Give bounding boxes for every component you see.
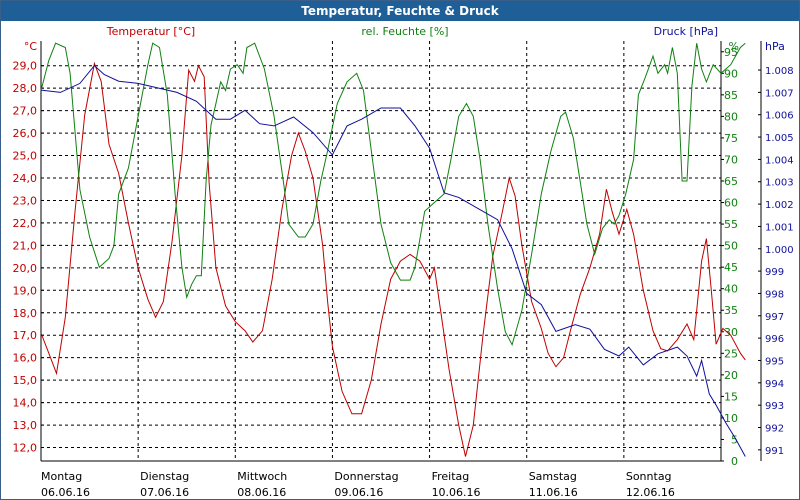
pressure-tick-label-12: 996 xyxy=(765,334,784,345)
day-date-3: 09.06.16 xyxy=(334,486,383,499)
day-date-2: 08.06.16 xyxy=(237,486,286,499)
pressure-tick-label-10: 998 xyxy=(765,289,784,300)
humidity-tick-label-15: 20 xyxy=(724,369,738,382)
temperature-tick-label-14: 15,0 xyxy=(13,374,38,387)
humidity-tick-label-6: 65 xyxy=(724,175,738,188)
humidity-tick-label-12: 35 xyxy=(724,304,738,317)
pressure-tick-label-1: 1.007 xyxy=(765,88,794,99)
temperature-tick-label-9: 20,0 xyxy=(13,262,38,275)
humidity-tick-label-2: 85 xyxy=(724,89,738,102)
humidity-tick-label-4: 75 xyxy=(724,132,738,145)
day-name-0: Montag xyxy=(41,470,82,483)
humidity-tick-label-7: 60 xyxy=(724,197,738,210)
temperature-tick-label-15: 14,0 xyxy=(13,397,38,410)
day-date-6: 12.06.16 xyxy=(626,486,675,499)
temperature-tick-label-10: 19,0 xyxy=(13,284,38,297)
pressure-tick-label-5: 1.003 xyxy=(765,178,794,189)
humidity-tick-label-13: 30 xyxy=(724,326,738,339)
pressure-tick-label-2: 1.006 xyxy=(765,111,794,122)
day-date-1: 07.06.16 xyxy=(140,486,189,499)
temperature-tick-label-7: 22,0 xyxy=(13,217,38,230)
humidity-tick-label-11: 40 xyxy=(724,283,738,296)
pressure-tick-label-9: 999 xyxy=(765,267,784,278)
window-title: Temperatur, Feuchte & Druck xyxy=(1,1,799,21)
temperature-tick-label-17: 12,0 xyxy=(13,442,38,455)
pressure-tick-label-7: 1.001 xyxy=(765,222,794,233)
day-date-0: 06.06.16 xyxy=(41,486,90,499)
temperature-tick-label-0: 29,0 xyxy=(13,60,38,73)
temperature-line xyxy=(40,61,746,457)
temperature-tick-label-13: 16,0 xyxy=(13,352,38,365)
humidity-tick-label-16: 15 xyxy=(724,390,738,403)
day-name-6: Sonntag xyxy=(626,470,672,483)
humidity-tick-label-10: 45 xyxy=(724,261,738,274)
day-name-3: Donnerstag xyxy=(334,470,398,483)
temperature-tick-label-5: 24,0 xyxy=(13,172,38,185)
temperature-legend: Temperatur [°C] xyxy=(106,25,195,38)
temperature-tick-label-6: 23,0 xyxy=(13,194,38,207)
day-labels: Montag 06.06.16 Dienstag 07.06.16 Mittwoch 08… xyxy=(41,470,675,499)
series-lines xyxy=(40,42,746,457)
humidity-legend: rel. Feuchte [%] xyxy=(361,25,448,38)
pressure-tick-label-6: 1.002 xyxy=(765,200,794,211)
humidity-tick-label-1: 90 xyxy=(724,67,738,80)
humidity-tick-label-18: 5 xyxy=(731,433,738,446)
grid xyxy=(41,41,721,461)
humidity-tick-label-0: 95 xyxy=(724,46,738,59)
temperature-tick-label-2: 27,0 xyxy=(13,105,38,118)
humidity-tick-label-14: 25 xyxy=(724,347,738,360)
humidity-tick-label-17: 10 xyxy=(724,412,738,425)
temperature-tick-label-4: 25,0 xyxy=(13,150,38,163)
pressure-tick-label-13: 995 xyxy=(765,356,784,367)
humidity-tick-label-5: 70 xyxy=(724,153,738,166)
temperature-tick-label-16: 13,0 xyxy=(13,419,38,432)
day-date-5: 11.06.16 xyxy=(529,486,578,499)
pressure-tick-label-0: 1.008 xyxy=(765,66,794,77)
pressure-tick-label-4: 1.004 xyxy=(765,155,794,166)
day-name-4: Freitag xyxy=(432,470,470,483)
pressure-tick-label-16: 992 xyxy=(765,423,784,434)
temperature-tick-label-8: 21,0 xyxy=(13,239,38,252)
pressure-legend: Druck [hPa] xyxy=(654,25,718,38)
pressure-tick-label-15: 993 xyxy=(765,401,784,412)
humidity-tick-label-3: 80 xyxy=(724,110,738,123)
humidity-tick-label-19: 0 xyxy=(731,455,738,468)
temperature-tick-label-12: 17,0 xyxy=(13,329,38,342)
day-date-4: 10.06.16 xyxy=(432,486,481,499)
pressure-unit: hPa xyxy=(765,40,785,53)
pressure-tick-label-3: 1.005 xyxy=(765,133,794,144)
day-name-2: Mittwoch xyxy=(237,470,287,483)
tick-labels: 29,0 28,0 27,0 26,0 25,0 24,0 23,0 22,0 21,0 20,0… xyxy=(13,46,794,468)
temperature-tick-label-3: 26,0 xyxy=(13,127,38,140)
pressure-tick-label-11: 997 xyxy=(765,312,784,323)
humidity-unit: % xyxy=(729,40,739,53)
pressure-tick-label-14: 994 xyxy=(765,379,784,390)
day-name-1: Dienstag xyxy=(140,470,189,483)
pressure-line xyxy=(40,64,746,457)
day-name-5: Samstag xyxy=(529,470,577,483)
temperature-tick-label-1: 28,0 xyxy=(13,82,38,95)
humidity-tick-label-9: 50 xyxy=(724,240,738,253)
temperature-tick-label-11: 18,0 xyxy=(13,307,38,320)
temperature-unit: °C xyxy=(24,40,38,53)
humidity-tick-label-8: 55 xyxy=(724,218,738,231)
pressure-tick-label-17: 991 xyxy=(765,446,784,457)
pressure-tick-label-8: 1.000 xyxy=(765,245,794,256)
humidity-line xyxy=(40,42,746,347)
